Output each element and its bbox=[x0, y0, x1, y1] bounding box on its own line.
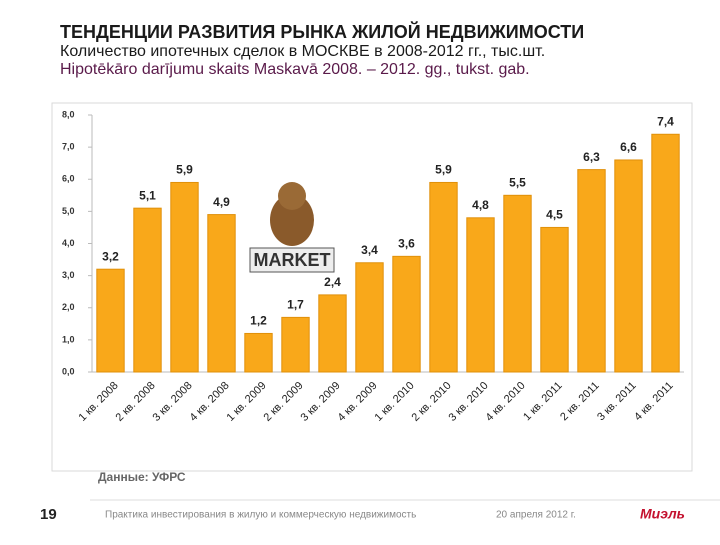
x-tick-label: 4 кв. 2010 bbox=[484, 380, 528, 424]
value-label: 3,4 bbox=[361, 243, 378, 257]
value-label: 1,7 bbox=[287, 298, 304, 312]
bar bbox=[355, 262, 384, 373]
bar bbox=[281, 316, 310, 373]
mascot bbox=[249, 182, 335, 273]
bar bbox=[207, 214, 236, 373]
bar bbox=[540, 226, 569, 373]
bar bbox=[651, 133, 680, 373]
value-label: 3,2 bbox=[102, 249, 119, 263]
bar bbox=[614, 159, 643, 373]
bar bbox=[577, 169, 606, 373]
y-tick-label: 3,0 bbox=[62, 270, 75, 280]
title: ТЕНДЕНЦИИ РАЗВИТИЯ РЫНКА ЖИЛОЙ НЕДВИЖИМО… bbox=[60, 21, 584, 42]
x-tick-label: 3 кв. 2011 bbox=[595, 380, 639, 424]
y-tick-label: 1,0 bbox=[62, 334, 75, 344]
value-label: 7,4 bbox=[657, 114, 674, 128]
y-tick-label: 5,0 bbox=[62, 206, 75, 216]
bar bbox=[429, 181, 458, 373]
annotation: MARKET bbox=[254, 250, 331, 270]
bar bbox=[503, 194, 532, 373]
footer-text: Практика инвестирования в жилую и коммер… bbox=[105, 510, 416, 521]
value-label: 4,8 bbox=[472, 198, 489, 212]
value-label: 4,5 bbox=[546, 208, 563, 222]
footer-date: 20 апреля 2012 г. bbox=[496, 510, 576, 521]
y-tick-label: 7,0 bbox=[62, 142, 75, 152]
value-label: 3,6 bbox=[398, 237, 415, 251]
y-tick-label: 4,0 bbox=[62, 238, 75, 248]
x-tick-label: 2 кв. 2011 bbox=[558, 380, 602, 424]
y-tick-label: 0,0 bbox=[62, 366, 75, 376]
value-label: 5,9 bbox=[435, 163, 452, 177]
value-label: 1,2 bbox=[250, 314, 267, 328]
bar bbox=[170, 181, 199, 373]
value-label: 4,9 bbox=[213, 195, 230, 209]
source: Данные: УФРС bbox=[98, 470, 186, 484]
bar bbox=[96, 268, 125, 373]
bar bbox=[392, 255, 421, 373]
chart-frame bbox=[51, 102, 693, 472]
value-label: 5,9 bbox=[176, 163, 193, 177]
value-label: 5,1 bbox=[139, 188, 156, 202]
subtitle: Количество ипотечных сделок в МОСКВЕ в 2… bbox=[60, 43, 545, 60]
x-tick-label: 4 кв. 2011 bbox=[632, 380, 676, 424]
bar bbox=[133, 207, 162, 373]
value-label: 5,5 bbox=[509, 175, 526, 189]
logo: Миэль bbox=[640, 506, 685, 522]
y-tick-label: 2,0 bbox=[62, 302, 75, 312]
value-label: 2,4 bbox=[324, 275, 341, 289]
y-tick-label: 6,0 bbox=[62, 174, 75, 184]
bar bbox=[244, 332, 273, 373]
value-label: 6,3 bbox=[583, 150, 600, 164]
bar bbox=[318, 294, 347, 373]
subtitle-lv: Hipotēkāro darījumu skaits Maskavā 2008.… bbox=[60, 61, 530, 78]
y-tick-label: 8,0 bbox=[62, 109, 75, 119]
bar bbox=[466, 217, 495, 373]
value-label: 6,6 bbox=[620, 140, 637, 154]
page-number: 19 bbox=[40, 506, 57, 523]
x-tick-label: 1 кв. 2011 bbox=[521, 380, 565, 424]
